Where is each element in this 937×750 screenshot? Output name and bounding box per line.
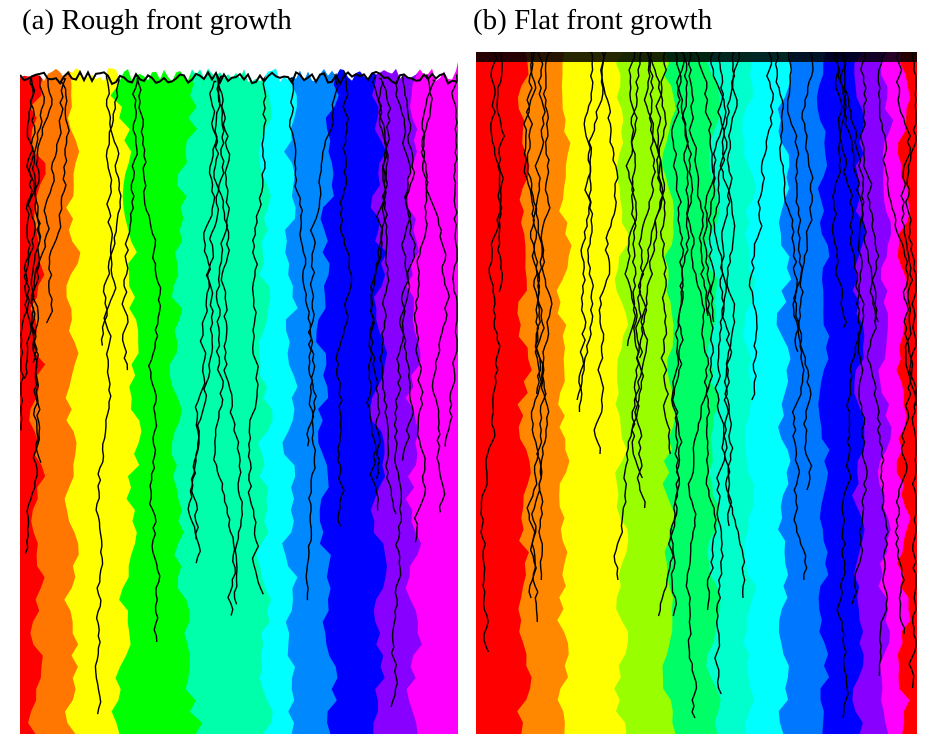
domain-boundary-line [525, 52, 543, 395]
domain-boundary-line [791, 52, 814, 581]
domain-boundaries [480, 52, 917, 719]
domain-boundary-line [717, 52, 746, 599]
domain-boundary-line [685, 52, 727, 719]
domain-boundary-line [633, 52, 656, 479]
rough-front-edge [20, 69, 457, 87]
domain-boundary-line [24, 72, 46, 554]
domain-boundary-line [100, 74, 122, 346]
domain-boundary-line [413, 79, 436, 543]
domain-boundary-line [444, 74, 458, 447]
domain-boundary-line [121, 75, 139, 371]
panel-b-title: (b) Flat front growth [473, 4, 713, 36]
domain-boundary-line [23, 71, 37, 379]
domain-boundary-line [894, 52, 914, 635]
domain-boundary-line [687, 52, 709, 317]
domain-boundary-line [832, 52, 868, 605]
color-domain [556, 52, 630, 734]
domain-boundary-line [714, 52, 741, 695]
flat-growth-front [476, 52, 917, 62]
domain-boundary-line [136, 77, 162, 642]
domain-boundary-line [480, 52, 506, 653]
panel-a-title: (a) Rough front growth [22, 4, 292, 36]
domain-boundary-line [306, 73, 339, 447]
domain-boundary-line [421, 73, 451, 513]
domain-boundary-line [31, 78, 67, 464]
domain-boundary-line [528, 52, 553, 599]
domain-boundary-line [625, 52, 643, 347]
domain-boundary-line [526, 52, 546, 623]
rough-front-growth-figure [20, 62, 458, 734]
domain-boundary-line [859, 52, 889, 677]
domain-boundary-line [624, 52, 646, 509]
domain-boundary-line [638, 52, 667, 359]
domain-boundary-line [576, 52, 594, 401]
domain-boundary-line [190, 76, 225, 540]
domain-boundary-line [681, 52, 717, 611]
domain-boundary-line [669, 52, 686, 617]
rough-growth-front [20, 62, 458, 82]
domain-boundary-line [335, 69, 353, 527]
domain-boundary-line [748, 52, 775, 401]
domain-boundary-line [578, 52, 607, 413]
domain-boundary-line [831, 52, 848, 329]
domain-boundary-line [288, 77, 317, 601]
domain-boundary-line [398, 75, 416, 461]
domain-boundary-line [390, 82, 417, 708]
domain-boundary-line [649, 52, 671, 455]
domain-boundary-line [905, 52, 917, 406]
domain-boundary-line [94, 77, 121, 715]
domain-boundary-line [693, 52, 716, 323]
domain-boundary-line [187, 76, 221, 564]
domain-boundary-line [247, 71, 267, 595]
domain-boundary-line [372, 69, 397, 515]
domain-boundary-line [366, 77, 392, 511]
domain-boundary-line [877, 52, 917, 689]
domain-boundary-line [786, 52, 813, 491]
flat-front-growth-figure [476, 52, 917, 734]
domain-boundary-line [45, 82, 70, 324]
domain-boundary-line [657, 52, 694, 617]
domain-boundary-line [490, 52, 505, 293]
domain-boundary-line [836, 52, 864, 719]
domain-boundary-line [841, 52, 879, 323]
domain-boundary-line [20, 75, 34, 431]
domain-boundaries [20, 69, 458, 715]
domain-boundary-line [593, 52, 619, 455]
domain-boundary-line [712, 52, 736, 527]
domain-boundary-line [209, 80, 237, 616]
color-domains [476, 52, 917, 734]
domain-boundary-line [217, 75, 244, 605]
